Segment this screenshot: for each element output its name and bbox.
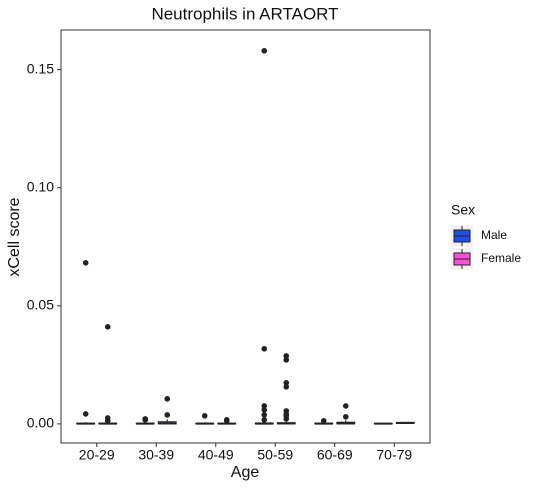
y-tick-label: 0.00 [27,415,54,431]
chart-title: Neutrophils in ARTAORT [151,4,338,23]
outlier [342,403,349,409]
panel-border [60,29,431,444]
outlier [201,413,208,419]
x-tick-label: 30-39 [138,447,174,463]
outlier [261,412,268,418]
legend-label: Female [481,251,521,265]
outlier [104,418,111,424]
outlier [104,324,111,330]
x-tick-label: 70-79 [376,447,412,463]
x-tick-label: 60-69 [317,447,353,463]
outlier [283,379,290,386]
legend-title: Sex [451,202,475,218]
outlier [164,396,171,402]
outlier [342,413,349,420]
outlier [261,47,268,54]
y-tick-label: 0.05 [27,297,54,313]
outlier [261,407,268,413]
outlier [261,345,268,352]
y-tick-label: 0.10 [27,178,54,194]
outlier [283,357,290,363]
outlier [283,383,290,390]
outlier [82,260,89,266]
x-tick-label: 20-29 [79,447,115,463]
x-axis-title: Age [231,464,260,481]
outlier [320,418,327,424]
outlier [82,411,89,417]
outlier [283,416,290,422]
outlier [142,417,149,423]
outlier [164,412,171,418]
outlier [223,418,230,424]
outlier [283,353,290,359]
x-tick-label: 50-59 [257,447,293,463]
y-axis-title: xCell score [6,197,23,276]
legend-label: Male [481,228,507,242]
outlier [261,403,268,409]
x-tick-label: 40-49 [198,447,234,463]
y-tick-label: 0.15 [27,60,54,76]
outlier [261,417,268,423]
